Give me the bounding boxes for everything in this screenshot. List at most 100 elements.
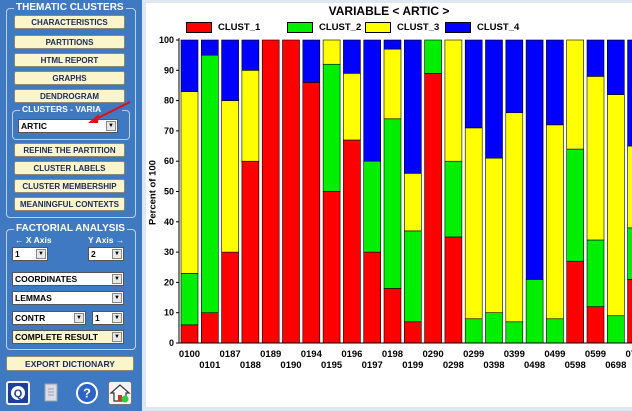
coordinates-select[interactable]: COORDINATES ▼ (12, 272, 124, 286)
cluster-labels-button[interactable]: CLUSTER LABELS (14, 161, 125, 175)
bar-segment-clust-3 (586, 76, 605, 241)
y-tick-label: 50 (164, 187, 174, 197)
x-tick-label: 0195 (321, 360, 343, 371)
chevron-down-icon[interactable]: ▼ (74, 313, 84, 323)
chevron-down-icon[interactable]: ▼ (112, 274, 122, 284)
x-axis-value: 1 (15, 249, 20, 259)
partitions-button[interactable]: PARTITIONS (14, 35, 125, 49)
y-tick-label: 70 (164, 126, 174, 136)
bar-segment-clust-2 (322, 63, 341, 192)
bar-segment-clust-4 (586, 39, 605, 77)
y-tick-label: 40 (164, 217, 174, 227)
bar-segment-clust-1 (200, 312, 219, 344)
x-tick-label: 0398 (483, 360, 504, 371)
coordinates-value: COORDINATES (15, 274, 78, 284)
legend-swatch-clust-1 (186, 21, 212, 33)
bar-segment-clust-4 (180, 39, 199, 92)
export-dictionary-button[interactable]: EXPORT DICTIONARY (6, 356, 134, 371)
chevron-down-icon[interactable]: ▼ (112, 332, 122, 342)
contr-select[interactable]: CONTR ▼ (12, 311, 86, 325)
bar-segment-clust-4 (485, 39, 503, 159)
refine-partition-button[interactable]: REFINE THE PARTITION (14, 143, 125, 157)
x-tick-label: 0798 (626, 349, 632, 360)
x-tick-label: 0196 (341, 349, 362, 360)
x-tick-label: 0187 (220, 349, 241, 360)
y-tick-label: 0 (169, 338, 174, 348)
bar-segment-clust-1 (180, 324, 199, 344)
help-icon[interactable]: ? (75, 381, 99, 405)
y-tick-label: 60 (164, 156, 174, 166)
bar-segment-clust-3 (566, 39, 585, 150)
x-tick-label: 0290 (423, 349, 444, 360)
html-report-button[interactable]: HTML REPORT (14, 53, 125, 67)
bar-segment-clust-3 (403, 173, 422, 232)
legend-clust-1: CLUST_1 (186, 21, 260, 33)
x-tick-label: 0199 (402, 360, 423, 371)
contr-value: CONTR (15, 313, 46, 323)
bar-segment-clust-1 (343, 139, 361, 344)
graphs-button[interactable]: GRAPHS (14, 71, 125, 85)
legend-label-clust-1: CLUST_1 (218, 21, 261, 33)
dendrogram-button[interactable]: DENDROGRAM (14, 89, 125, 103)
chevron-down-icon[interactable]: ▼ (36, 249, 46, 259)
document-icon[interactable] (40, 381, 64, 405)
bar-segment-clust-4 (606, 39, 625, 95)
svg-text:Q: Q (14, 388, 23, 400)
y-tick-label: 90 (164, 65, 174, 75)
bar-segment-clust-3 (606, 94, 625, 317)
x-tick-label: 0100 (179, 349, 200, 360)
bar-segment-clust-2 (383, 118, 402, 289)
chevron-down-icon[interactable]: ▼ (112, 293, 122, 303)
bar-segment-clust-2 (180, 273, 199, 326)
bar-segment-clust-2 (546, 318, 564, 344)
bar-segment-clust-3 (221, 100, 239, 253)
legend-label-clust-3: CLUST_3 (397, 21, 440, 33)
x-tick-label: 0198 (382, 349, 403, 360)
bar-segment-clust-3 (485, 157, 503, 313)
y-tick-label: 20 (164, 277, 174, 287)
y-tick-label: 10 (164, 308, 174, 318)
bar-segment-clust-4 (505, 39, 524, 114)
chevron-down-icon[interactable]: ▼ (112, 313, 122, 323)
bar-segment-clust-3 (464, 127, 483, 320)
y-axis-select[interactable]: 2 ▼ (88, 247, 124, 261)
chevron-down-icon[interactable]: ▼ (112, 249, 122, 259)
legend-label-clust-4: CLUST_4 (477, 21, 520, 33)
bar-segment-clust-4 (383, 39, 402, 50)
contr-number-select[interactable]: 1 ▼ (92, 311, 124, 325)
bar-segment-clust-3 (180, 91, 199, 274)
x-axis-select[interactable]: 1 ▼ (12, 247, 48, 261)
q-icon[interactable]: Q (6, 381, 30, 405)
bar-segment-clust-1 (566, 260, 585, 344)
chevron-down-icon[interactable]: ▼ (106, 121, 116, 131)
home-icon[interactable] (108, 381, 132, 405)
y-axis-label: Y Axis → (88, 235, 125, 245)
characteristics-button[interactable]: CHARACTERISTICS (14, 15, 125, 29)
x-tick-label: 0499 (544, 349, 565, 360)
x-tick-label: 0298 (443, 360, 464, 371)
x-axis-label: ← X Axis (15, 235, 52, 245)
complete-result-select[interactable]: COMPLETE RESULT ▼ (12, 330, 124, 344)
bar-segment-clust-1 (302, 82, 321, 344)
bar-segment-clust-3 (627, 145, 632, 229)
bar-segment-clust-2 (363, 160, 381, 253)
x-tick-label: 0599 (585, 349, 606, 360)
bar-segment-clust-3 (546, 124, 564, 320)
bar-segment-clust-3 (343, 73, 361, 141)
chart-title: VARIABLE < ARTIC > (328, 4, 450, 18)
bar-segment-clust-1 (627, 279, 632, 344)
clusters-variable-title: CLUSTERS - VARIA (20, 104, 122, 114)
bar-segment-clust-1 (403, 321, 422, 344)
bar-segment-clust-2 (403, 230, 422, 323)
lemmas-select[interactable]: LEMMAS ▼ (12, 291, 124, 305)
stacked-bar-chart: 0102030405060708090100010001010187018801… (159, 35, 632, 371)
thematic-clusters-title: THEMATIC CLUSTERS (14, 2, 126, 13)
legend-swatch-clust-2 (287, 21, 313, 33)
cluster-membership-button[interactable]: CLUSTER MEMBERSHIP (14, 179, 125, 193)
legend-swatch-clust-4 (445, 21, 471, 33)
legend-clust-4: CLUST_4 (445, 21, 519, 33)
bar-segment-clust-2 (586, 239, 605, 307)
meaningful-contexts-button[interactable]: MEANINGFUL CONTEXTS (14, 197, 125, 211)
x-tick-label: 0197 (362, 360, 383, 371)
y-tick-label: 100 (159, 35, 174, 45)
